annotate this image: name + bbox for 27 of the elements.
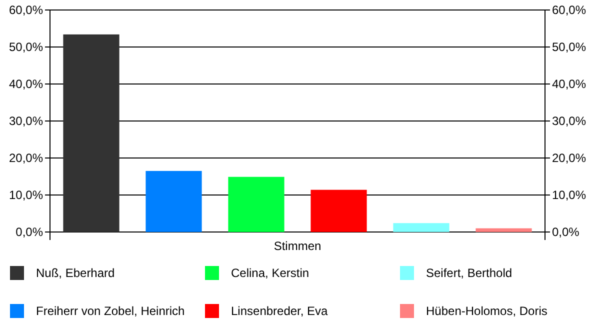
legend-label: Hüben-Holomos, Doris xyxy=(426,304,548,318)
text: 0,0% xyxy=(552,225,580,240)
bar xyxy=(476,228,532,232)
y-tick-label: 10,0% xyxy=(8,188,44,202)
text: 60,0% xyxy=(552,3,586,18)
text: 30,0% xyxy=(552,114,586,128)
legend-label: Seifert, Berthold xyxy=(426,266,512,280)
text: 10,0% xyxy=(552,188,586,202)
legend-label: Nuß, Eberhard xyxy=(36,266,115,280)
legend-label: Linsenbreder, Eva xyxy=(231,304,328,318)
y-tick-label: 30,0% xyxy=(8,114,44,128)
y-tick-label: 20,0% xyxy=(8,151,44,166)
legend-label: Celina, Kerstin xyxy=(231,266,310,280)
text: 50,0% xyxy=(552,40,586,54)
text: 20,0% xyxy=(552,151,586,166)
bar xyxy=(228,176,284,232)
bar xyxy=(310,190,367,232)
text: 40,0% xyxy=(552,77,586,92)
y-tick-label: 0,0% xyxy=(16,225,44,240)
y-tick-label: 60,0% xyxy=(8,3,44,18)
legend-label: Freiherr von Zobel, Heinrich xyxy=(36,304,185,318)
bar xyxy=(393,223,450,232)
x-tick-label: Stimmen xyxy=(274,239,322,253)
bar xyxy=(63,34,120,232)
bar xyxy=(146,170,202,232)
y-tick-label: 50,0% xyxy=(8,40,44,54)
y-tick-label: 40,0% xyxy=(8,77,44,92)
